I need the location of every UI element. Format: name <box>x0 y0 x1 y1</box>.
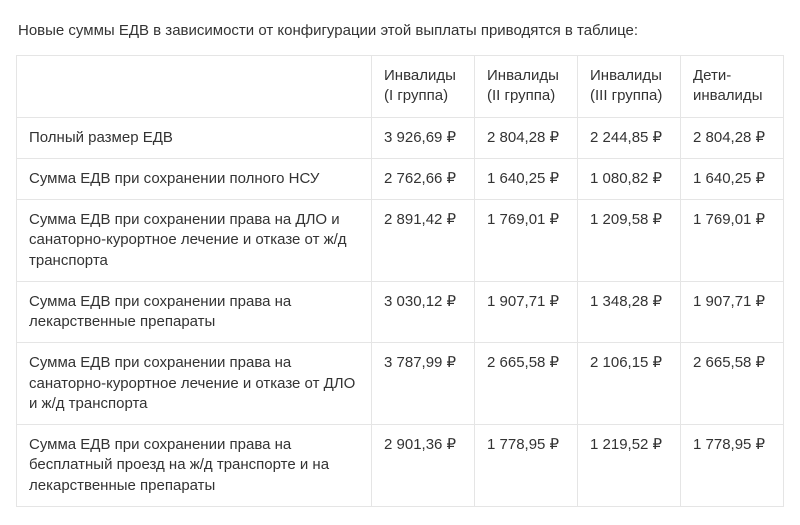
cell-value: 3 787,99 ₽ <box>372 343 475 425</box>
row-label: Полный размер ЕДВ <box>17 117 372 158</box>
cell-value: 3 926,69 ₽ <box>372 117 475 158</box>
cell-value: 1 640,25 ₽ <box>681 158 784 199</box>
table-row: Сумма ЕДВ при сохранении права на санато… <box>17 343 784 425</box>
row-label: Сумма ЕДВ при сохранении полного НСУ <box>17 158 372 199</box>
cell-value: 2 891,42 ₽ <box>372 200 475 282</box>
table-row: Сумма ЕДВ при сохранении права на лекарс… <box>17 281 784 343</box>
cell-value: 1 080,82 ₽ <box>578 158 681 199</box>
cell-value: 2 665,58 ₽ <box>475 343 578 425</box>
header-empty <box>17 56 372 118</box>
row-label: Сумма ЕДВ при сохранении права на санато… <box>17 343 372 425</box>
cell-value: 2 665,58 ₽ <box>681 343 784 425</box>
header-col-3: Инвалиды (III группа) <box>578 56 681 118</box>
header-col-4: Дети-инвалиды <box>681 56 784 118</box>
table-header-row: Инвалиды (I группа) Инвалиды (II группа)… <box>17 56 784 118</box>
cell-value: 1 348,28 ₽ <box>578 281 681 343</box>
cell-value: 2 762,66 ₽ <box>372 158 475 199</box>
cell-value: 1 778,95 ₽ <box>475 425 578 507</box>
table-row: Сумма ЕДВ при сохранении права на ДЛО и … <box>17 200 784 282</box>
cell-value: 2 106,15 ₽ <box>578 343 681 425</box>
cell-value: 1 907,71 ₽ <box>681 281 784 343</box>
header-col-1: Инвалиды (I группа) <box>372 56 475 118</box>
page-wrapper: Новые суммы ЕДВ в зависимости от конфигу… <box>0 0 800 519</box>
header-col-2: Инвалиды (II группа) <box>475 56 578 118</box>
cell-value: 3 030,12 ₽ <box>372 281 475 343</box>
cell-value: 1 769,01 ₽ <box>475 200 578 282</box>
cell-value: 1 769,01 ₽ <box>681 200 784 282</box>
cell-value: 2 244,85 ₽ <box>578 117 681 158</box>
table-row: Сумма ЕДВ при сохранении полного НСУ 2 7… <box>17 158 784 199</box>
cell-value: 1 907,71 ₽ <box>475 281 578 343</box>
row-label: Сумма ЕДВ при сохранении права на беспла… <box>17 425 372 507</box>
row-label: Сумма ЕДВ при сохранении права на лекарс… <box>17 281 372 343</box>
cell-value: 2 804,28 ₽ <box>681 117 784 158</box>
cell-value: 1 209,58 ₽ <box>578 200 681 282</box>
intro-text: Новые суммы ЕДВ в зависимости от конфигу… <box>18 20 784 41</box>
table-row: Полный размер ЕДВ 3 926,69 ₽ 2 804,28 ₽ … <box>17 117 784 158</box>
cell-value: 1 778,95 ₽ <box>681 425 784 507</box>
cell-value: 2 901,36 ₽ <box>372 425 475 507</box>
cell-value: 1 219,52 ₽ <box>578 425 681 507</box>
edv-table: Инвалиды (I группа) Инвалиды (II группа)… <box>16 55 784 507</box>
cell-value: 1 640,25 ₽ <box>475 158 578 199</box>
table-row: Сумма ЕДВ при сохранении права на беспла… <box>17 425 784 507</box>
row-label: Сумма ЕДВ при сохранении права на ДЛО и … <box>17 200 372 282</box>
cell-value: 2 804,28 ₽ <box>475 117 578 158</box>
